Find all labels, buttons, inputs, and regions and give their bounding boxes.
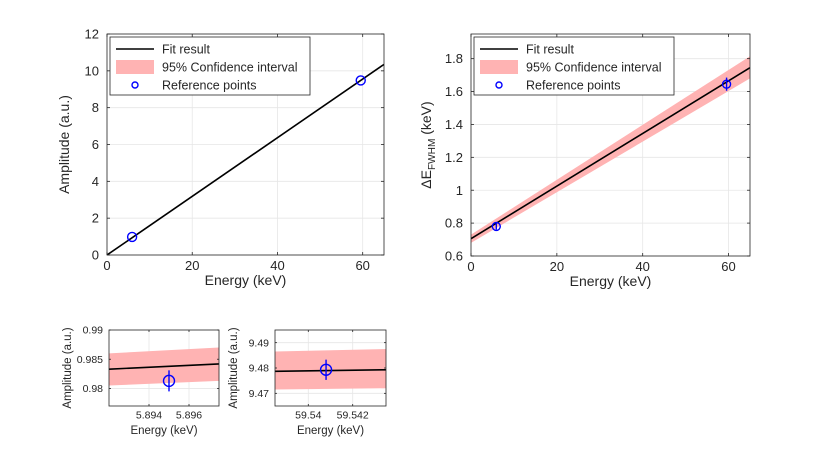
chart-amp_main: 0 20 40 60 0 2 4 6 8 10 12 Energy (keV) Amplitude (a…: [56, 27, 385, 288]
y-tick-label: 6: [92, 137, 99, 152]
x-tick-label: 0: [467, 259, 474, 274]
y-tick-label: 12: [85, 27, 99, 42]
x-tick-label: 60: [355, 258, 369, 273]
legend-label: Reference points: [526, 79, 621, 93]
y-tick-label: 4: [92, 174, 99, 189]
y-tick-label: 9.48: [249, 363, 270, 375]
axes-box: [470, 33, 751, 257]
reference-point: [355, 75, 366, 86]
x-tick-label: 59.542: [337, 410, 369, 422]
plot-area: [107, 63, 384, 255]
y-axis-label: Amplitude (a.u.): [56, 95, 72, 194]
legend-point-swatch: [131, 81, 139, 89]
x-axis-label: Energy (keV): [570, 273, 652, 289]
reference-point: [721, 79, 732, 89]
legend-band-swatch: [480, 60, 518, 74]
y-tick-label: 0.98: [83, 383, 104, 395]
x-tick-label: 20: [185, 258, 199, 273]
chart-fwhm_main: 0 20 40 60 0.6 0.8 1 1.2 1.4 1.6 1.8 Energy (keV) ΔE…: [418, 33, 751, 289]
y-tick-label: 1.8: [445, 51, 463, 66]
y-tick-label: 0.99: [83, 325, 104, 337]
y-tick-label: 1: [456, 183, 463, 198]
x-axis-label: Energy (keV): [205, 272, 287, 288]
reference-point: [319, 363, 333, 376]
legend-label: 95% Confidence interval: [162, 61, 298, 75]
y-tick-label: 0: [92, 248, 99, 263]
legend: Fit result 95% Confidence interval Referen…: [473, 36, 675, 96]
y-tick-label: 9.49: [249, 337, 270, 349]
fit-line: [275, 368, 386, 373]
confidence-band: [275, 349, 386, 390]
axes-box: [108, 329, 220, 407]
x-tick-label: 5.896: [176, 410, 202, 422]
y-tick-label: 10: [85, 63, 99, 78]
plot-area: [109, 347, 219, 392]
y-tick-label: 8: [92, 100, 99, 115]
x-tick-label: 40: [270, 258, 284, 273]
legend-label: Fit result: [526, 43, 574, 57]
x-axis-label: Energy (keV): [297, 425, 364, 437]
legend-label: Reference points: [162, 79, 257, 93]
reference-point: [162, 374, 176, 388]
y-tick-label: 1.6: [445, 84, 463, 99]
x-axis-label: Energy (keV): [130, 425, 197, 437]
legend: Fit result 95% Confidence interval Referen…: [109, 36, 311, 96]
y-tick-label: 2: [92, 211, 99, 226]
reference-point: [126, 231, 138, 243]
x-tick-label: 60: [721, 259, 735, 274]
y-tick-label: 1.4: [445, 117, 463, 132]
y-tick-label: 9.47: [249, 388, 270, 400]
y-tick-label: 0.6: [445, 249, 463, 264]
y-tick-label: 0.8: [445, 216, 463, 231]
legend-label: 95% Confidence interval: [526, 61, 662, 75]
x-tick-label: 59.54: [295, 410, 321, 422]
fit-line: [109, 363, 219, 370]
plot-area: [471, 56, 750, 243]
reference-point: [491, 221, 502, 232]
x-tick-label: 40: [635, 259, 649, 274]
legend-point-swatch: [495, 81, 503, 89]
x-tick-label: 20: [550, 259, 564, 274]
plot-area: [275, 349, 386, 390]
chart-amp_zoom_low: 5.894 5.896 0.98 0.985 0.99 Energy (keV) Ampli…: [62, 325, 220, 437]
legend-label: Fit result: [162, 43, 210, 57]
y-axis-label: Amplitude (a.u.): [228, 327, 240, 408]
y-axis-label: ΔEFWHM (keV): [418, 101, 438, 188]
y-tick-label: 1.2: [445, 150, 463, 165]
x-tick-label: 0: [103, 258, 110, 273]
y-axis-label: Amplitude (a.u.): [62, 327, 74, 408]
y-tick-label: 0.985: [77, 354, 103, 366]
fit-line: [107, 63, 384, 255]
legend-band-swatch: [116, 60, 154, 74]
chart-amp_zoom_high: 59.54 59.542 9.47 9.48 9.49 Energy (keV) Ampli…: [228, 327, 387, 437]
x-tick-label: 5.894: [136, 410, 162, 422]
fit-line: [471, 67, 750, 240]
